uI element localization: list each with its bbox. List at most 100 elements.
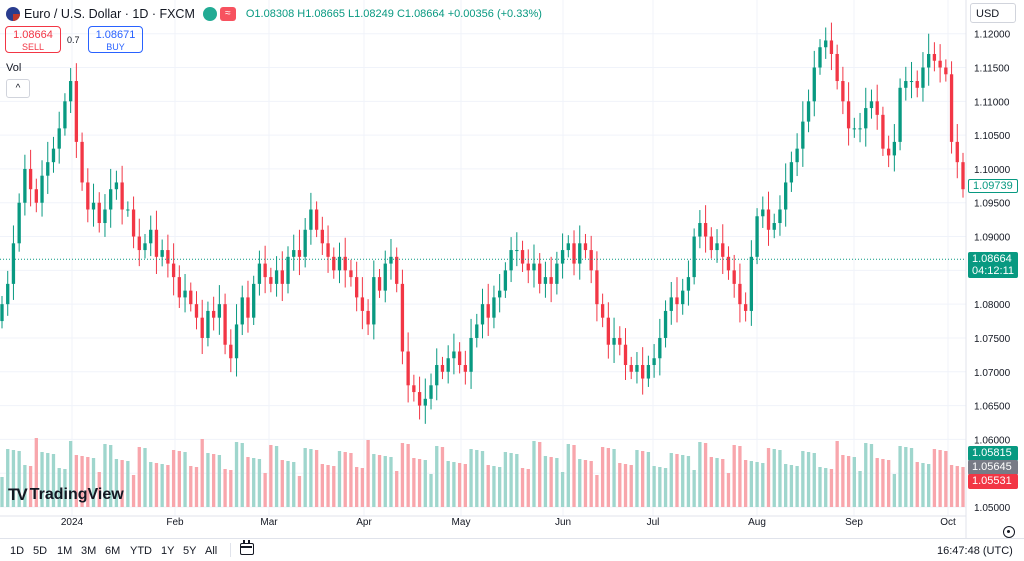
candle-body bbox=[841, 81, 845, 102]
candle-body bbox=[909, 81, 914, 83]
volume-bar bbox=[51, 454, 56, 507]
symbol-title[interactable]: Euro / U.S. Dollar · 1D · FXCM bbox=[24, 7, 195, 21]
candle-body bbox=[0, 304, 4, 322]
candle-body bbox=[898, 87, 902, 142]
candle-body bbox=[440, 365, 445, 372]
utc-clock[interactable]: 16:47:48 (UTC) bbox=[937, 545, 1013, 557]
x-tick-label: Sep bbox=[845, 517, 863, 528]
candle-body bbox=[51, 148, 56, 163]
volume-bar bbox=[961, 467, 965, 507]
volume-bar bbox=[629, 465, 633, 507]
candle-body bbox=[629, 365, 633, 372]
candle-body bbox=[829, 40, 834, 54]
volume-bar bbox=[11, 450, 16, 507]
volume-bar bbox=[463, 464, 467, 507]
volume-bar bbox=[709, 457, 713, 507]
candle-body bbox=[166, 250, 170, 264]
volume-bar bbox=[824, 468, 828, 507]
volume-bar bbox=[440, 447, 445, 507]
x-tick-label: Apr bbox=[356, 517, 372, 528]
timeframe-1m[interactable]: 1M bbox=[57, 545, 73, 557]
buy-button[interactable]: 1.08671 BUY bbox=[88, 26, 143, 53]
calendar-icon[interactable] bbox=[240, 540, 254, 555]
timeframe-6m[interactable]: 6M bbox=[105, 545, 121, 557]
candle-body bbox=[11, 243, 16, 284]
currency-select[interactable]: USD bbox=[970, 3, 1016, 23]
tradingview-logo[interactable]: TV TradingView bbox=[8, 485, 124, 505]
candle-body bbox=[377, 277, 382, 291]
last-price-value: 1.08664 bbox=[972, 253, 1012, 265]
volume-bar bbox=[715, 458, 719, 507]
volume-bar bbox=[475, 450, 479, 507]
candle-body bbox=[91, 202, 96, 210]
volume-bar bbox=[600, 447, 605, 507]
timeframe-5d[interactable]: 5D bbox=[33, 545, 48, 557]
candle-body bbox=[97, 202, 101, 224]
y-tick-label: 1.10500 bbox=[974, 131, 1011, 142]
price-chart[interactable]: 1.12000 1.11500 1.11000 1.10500 1.10000 1.095… bbox=[0, 0, 1024, 538]
symbol-legend: Euro / U.S. Dollar · 1D · FXCM ≈ O1.0830… bbox=[6, 5, 542, 23]
candle-body bbox=[560, 250, 565, 264]
candle-body bbox=[486, 304, 490, 318]
y-tick-label: 1.07500 bbox=[974, 334, 1011, 345]
timeframe-5y[interactable]: 5Y bbox=[183, 545, 197, 557]
timeframe-3m[interactable]: 3M bbox=[81, 545, 97, 557]
volume-bar bbox=[343, 452, 347, 507]
candle-body bbox=[927, 53, 931, 68]
volume-bar bbox=[68, 441, 73, 507]
volume-bar bbox=[864, 443, 868, 507]
volume-bar bbox=[457, 463, 462, 507]
volume-bar bbox=[955, 466, 959, 507]
timeframe-1d[interactable]: 1D bbox=[10, 545, 25, 557]
volume-bar bbox=[875, 458, 879, 507]
volume-bar bbox=[526, 469, 530, 507]
candle-body bbox=[154, 229, 159, 257]
timeframe-ytd[interactable]: YTD bbox=[130, 545, 152, 557]
collapse-chevron-icon[interactable]: ^ bbox=[6, 79, 30, 98]
candle-body bbox=[520, 250, 525, 264]
volume-bar bbox=[721, 459, 725, 507]
y-tick-label: 1.10000 bbox=[974, 165, 1011, 176]
candle-body bbox=[784, 182, 788, 210]
candle-body bbox=[801, 121, 805, 149]
candle-body bbox=[623, 344, 628, 366]
settings-gear-icon[interactable] bbox=[1003, 526, 1015, 538]
volume-bar bbox=[801, 451, 805, 507]
candle-body bbox=[469, 337, 473, 372]
volume-bar bbox=[177, 451, 181, 507]
candle-body bbox=[120, 182, 124, 210]
volume-bar bbox=[835, 441, 839, 507]
candle-body bbox=[417, 392, 422, 406]
volume-bar bbox=[143, 448, 147, 507]
candle-body bbox=[292, 250, 296, 257]
candle-body bbox=[881, 114, 885, 149]
candle-body bbox=[332, 256, 336, 271]
volume-bar bbox=[314, 450, 319, 507]
candle-body bbox=[709, 236, 713, 251]
candle-body bbox=[852, 128, 856, 130]
volume-bar bbox=[80, 456, 84, 507]
sell-button[interactable]: 1.08664 SELL bbox=[5, 26, 61, 53]
candle-body bbox=[869, 101, 874, 109]
volume-bar bbox=[263, 473, 267, 507]
buy-label: BUY bbox=[106, 42, 125, 52]
volume-bar bbox=[86, 457, 90, 507]
volume-bar bbox=[641, 451, 645, 507]
candle-body bbox=[589, 250, 593, 271]
volume-bar bbox=[211, 454, 216, 507]
volume-bar bbox=[578, 459, 582, 507]
x-tick-label: May bbox=[452, 517, 471, 528]
candle-body bbox=[349, 270, 353, 278]
timeframe-1y[interactable]: 1Y bbox=[161, 545, 175, 557]
volume-bar bbox=[652, 466, 656, 507]
volume-bar bbox=[372, 454, 376, 507]
candle-body bbox=[669, 297, 673, 311]
candle-body bbox=[755, 216, 759, 257]
candle-body bbox=[543, 277, 548, 284]
volume-bar bbox=[126, 461, 130, 507]
volume-bar bbox=[904, 447, 908, 507]
volume-bar bbox=[63, 469, 67, 507]
timeframe-all[interactable]: All bbox=[205, 545, 218, 557]
volume-bar bbox=[46, 453, 50, 507]
candle-body bbox=[944, 67, 948, 75]
